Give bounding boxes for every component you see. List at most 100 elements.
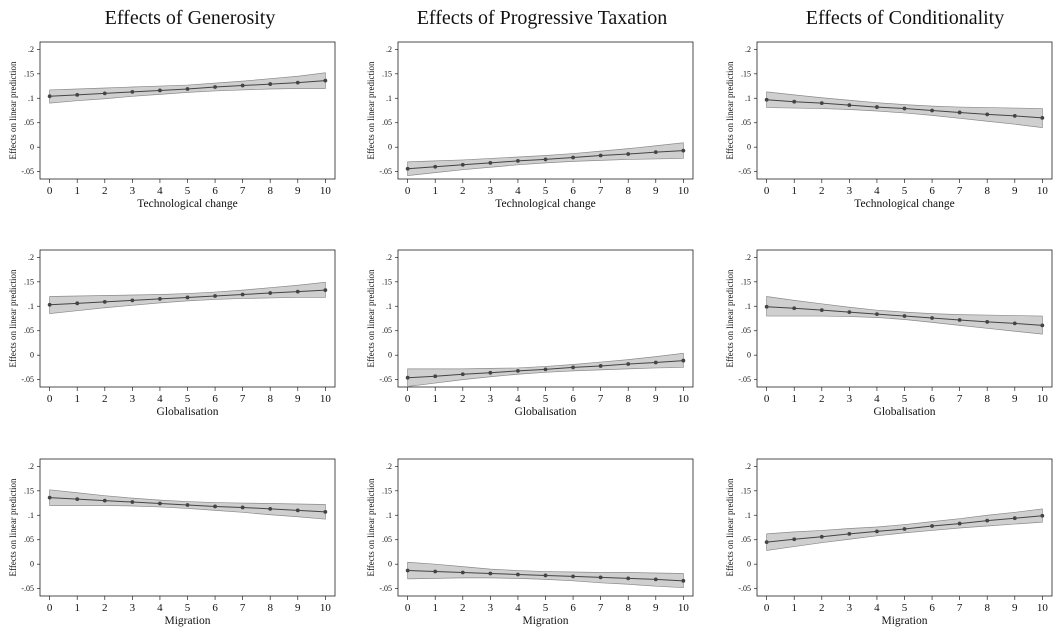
x-tick-label: 4 xyxy=(874,602,880,614)
data-point xyxy=(930,108,934,113)
x-axis-label: Migration xyxy=(882,615,928,627)
data-point xyxy=(158,501,162,506)
y-tick-label: .05 xyxy=(382,535,392,544)
data-point xyxy=(1040,115,1045,120)
y-tick-label: -.05 xyxy=(21,375,34,384)
x-tick-label: 4 xyxy=(157,602,163,614)
data-point xyxy=(571,365,575,370)
x-tick-label: 0 xyxy=(764,185,770,197)
x-tick-label: 9 xyxy=(295,393,301,405)
y-axis-label: Effects on linear prediction xyxy=(725,61,735,160)
x-tick-label: 10 xyxy=(320,602,332,614)
y-tick-label: .1 xyxy=(745,511,751,520)
data-point xyxy=(957,110,962,115)
x-tick-label: 3 xyxy=(130,393,136,405)
x-tick-label: 5 xyxy=(543,393,549,405)
data-point xyxy=(847,310,852,315)
column-title-generosity: Effects of Generosity xyxy=(104,7,276,29)
x-tick-label: 7 xyxy=(957,393,963,405)
panel-conditionality-technological-change: -.05 0 .05 .1 .15 .2 0 1 2 3 4 5 6 7 8 9 10 Technological… xyxy=(725,41,1053,210)
x-tick-label: 4 xyxy=(515,602,521,614)
y-tick-label: 0 xyxy=(388,351,392,360)
x-tick-label: 3 xyxy=(488,185,494,197)
data-point xyxy=(543,573,548,578)
x-tick-label: 8 xyxy=(625,602,631,614)
data-point xyxy=(47,94,52,99)
x-tick-label: 9 xyxy=(1012,185,1018,197)
y-tick-label: .2 xyxy=(745,45,751,54)
data-point xyxy=(213,504,217,509)
x-tick-label: 1 xyxy=(791,602,797,614)
y-tick-label: .05 xyxy=(741,535,751,544)
y-tick-label: .1 xyxy=(386,94,392,103)
y-tick-label: -.05 xyxy=(379,584,392,593)
data-point xyxy=(1012,321,1017,326)
x-tick-label: 8 xyxy=(625,185,631,197)
y-tick-label: -.05 xyxy=(379,375,392,384)
y-tick-label: .2 xyxy=(28,462,34,471)
data-point xyxy=(158,297,162,301)
panel-progressive-taxation-migration: -.05 0 .05 .1 .15 .2 0 1 2 3 4 5 6 7 8 9 10 Migration Effe… xyxy=(366,458,694,627)
x-tick-label: 7 xyxy=(598,393,604,405)
x-tick-label: 0 xyxy=(405,602,411,614)
data-point xyxy=(930,316,934,320)
data-point xyxy=(516,158,520,163)
data-point xyxy=(985,320,990,324)
y-axis-label: Effects on linear prediction xyxy=(8,478,18,577)
panel-conditionality-globalisation: -.05 0 .05 .1 .15 .2 0 1 2 3 4 5 6 7 8 9 10 Globalisation… xyxy=(725,249,1053,418)
data-point xyxy=(516,572,520,577)
x-tick-label: 9 xyxy=(653,393,659,405)
data-point xyxy=(985,112,990,117)
y-tick-label: -.05 xyxy=(379,167,392,176)
x-tick-label: 4 xyxy=(157,185,163,197)
data-point xyxy=(819,101,824,106)
y-tick-label: .2 xyxy=(386,462,392,471)
y-tick-label: .2 xyxy=(28,45,34,54)
data-point xyxy=(598,364,603,368)
x-tick-label: 2 xyxy=(102,185,108,197)
data-point xyxy=(1040,323,1045,328)
x-axis-label: Technological change xyxy=(137,198,237,210)
data-point xyxy=(985,518,990,523)
data-point xyxy=(295,508,300,513)
x-tick-label: 10 xyxy=(678,185,690,197)
y-tick-label: .15 xyxy=(382,486,392,495)
data-point xyxy=(295,80,300,85)
plot-frame xyxy=(39,458,336,597)
plot-frame xyxy=(39,249,336,388)
y-tick-label: 0 xyxy=(747,351,751,360)
x-tick-label: 7 xyxy=(240,393,246,405)
x-tick-label: 0 xyxy=(405,185,411,197)
y-axis-label: Effects on linear prediction xyxy=(366,61,376,160)
data-point xyxy=(516,368,520,373)
data-point xyxy=(185,503,190,507)
panel-generosity-migration: -.05 0 .05 .1 .15 .2 0 1 2 3 4 5 6 7 8 9 10 Migration Effe… xyxy=(8,458,336,627)
y-tick-label: .15 xyxy=(24,277,34,286)
x-tick-label: 0 xyxy=(764,393,770,405)
data-point xyxy=(240,505,245,510)
data-point xyxy=(571,155,575,160)
x-tick-label: 3 xyxy=(847,602,853,614)
x-tick-label: 3 xyxy=(130,185,136,197)
x-tick-label: 7 xyxy=(957,602,963,614)
x-tick-label: 9 xyxy=(653,185,659,197)
x-tick-label: 2 xyxy=(819,602,825,614)
data-point xyxy=(1012,113,1017,118)
x-tick-label: 1 xyxy=(74,393,80,405)
y-tick-label: .2 xyxy=(28,253,34,262)
data-point xyxy=(102,299,107,304)
data-point xyxy=(460,570,465,575)
panel-generosity-technological-change: -.05 0 .05 .1 .15 .2 0 1 2 3 4 5 6 7 8 9 10 Technological… xyxy=(8,41,336,210)
data-point xyxy=(598,575,603,580)
x-axis-label: Migration xyxy=(165,615,211,627)
x-tick-label: 8 xyxy=(984,393,990,405)
x-tick-label: 9 xyxy=(653,602,659,614)
data-point xyxy=(957,521,962,526)
data-point xyxy=(75,497,80,502)
x-tick-label: 8 xyxy=(267,185,273,197)
panel-conditionality-migration: -.05 0 .05 .1 .15 .2 0 1 2 3 4 5 6 7 8 9 10 Migration Effe… xyxy=(725,458,1053,627)
data-point xyxy=(488,571,493,576)
data-point xyxy=(405,375,410,380)
y-tick-label: .2 xyxy=(745,253,751,262)
